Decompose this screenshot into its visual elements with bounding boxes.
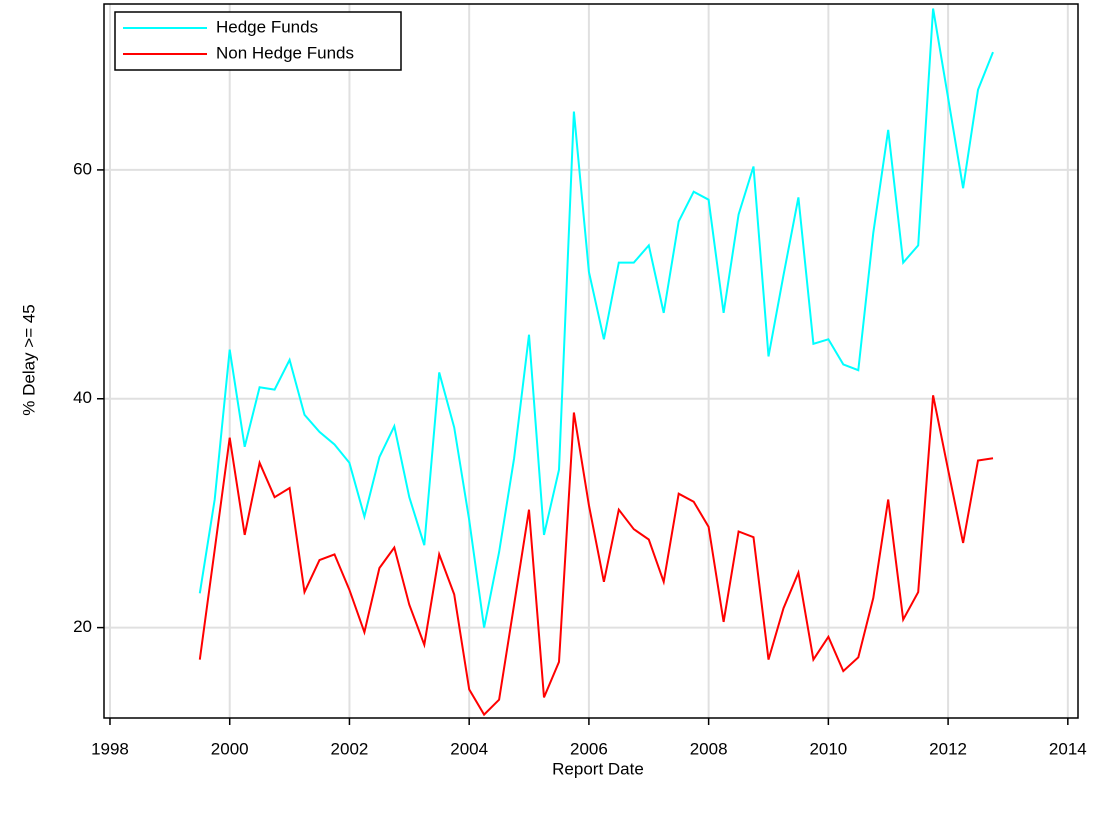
x-tick-label: 2004 xyxy=(450,739,488,758)
x-tick-label: 2002 xyxy=(331,739,369,758)
y-tick-label: 20 xyxy=(73,617,92,636)
y-tick-label: 60 xyxy=(73,159,92,178)
x-tick-label: 1998 xyxy=(91,739,129,758)
y-axis-label: % Delay >= 45 xyxy=(19,304,38,416)
x-tick-label: 2010 xyxy=(809,739,847,758)
line-series xyxy=(198,8,994,628)
plot-frame xyxy=(103,3,1079,719)
line-series xyxy=(198,395,994,717)
y-tick-label: 40 xyxy=(73,388,92,407)
x-axis-label: Report Date xyxy=(552,759,644,778)
legend-box xyxy=(114,11,402,71)
legend-label: Hedge Funds xyxy=(216,17,318,36)
x-tick-label: 2006 xyxy=(570,739,608,758)
legend-label: Non Hedge Funds xyxy=(216,43,354,62)
x-tick-label: 2014 xyxy=(1049,739,1087,758)
x-tick-label: 2008 xyxy=(690,739,728,758)
x-tick-label: 2012 xyxy=(929,739,967,758)
x-tick-label: 2000 xyxy=(211,739,249,758)
